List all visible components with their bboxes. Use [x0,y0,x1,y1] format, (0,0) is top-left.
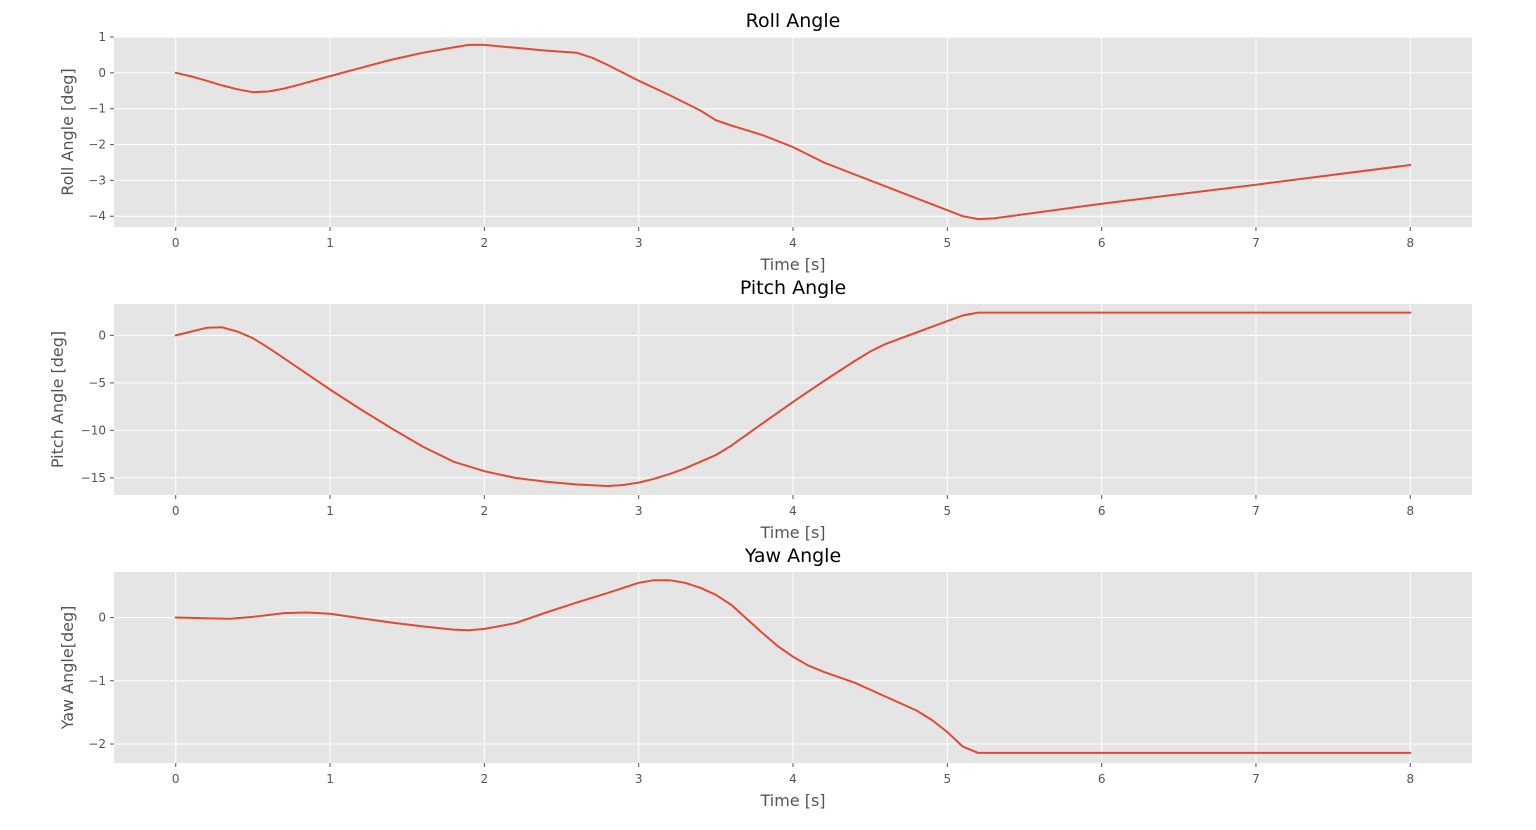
pitch-x-tick-label: 8 [1406,504,1414,518]
pitch-x-tick-label: 6 [1098,504,1106,518]
yaw-x-tick-label: 8 [1406,772,1414,786]
roll-x-tick-label: 6 [1098,236,1106,250]
pitch-y-tick-label: 0 [98,328,106,342]
roll-y-tick-label: −1 [88,102,106,116]
yaw-x-tick-label: 0 [172,772,180,786]
yaw-x-tick-label: 4 [789,772,797,786]
pitch-x-tick-label: 5 [943,504,951,518]
roll-x-tick-label: 0 [172,236,180,250]
roll-x-tick-label: 8 [1406,236,1414,250]
pitch-chart-title: Pitch Angle [740,277,846,299]
roll-x-tick-label: 2 [481,236,489,250]
yaw-x-tick-label: 5 [943,772,951,786]
pitch-y-tick-label: −15 [81,471,106,485]
yaw-x-tick-label: 2 [481,772,489,786]
pitch-x-tick-label: 0 [172,504,180,518]
roll-chart-title: Roll Angle [746,10,841,32]
yaw-y-tick-label: 0 [98,611,106,625]
roll-chart: 0 1 2 3 4 5 6 7 8 1 0 −1 −2 −3 −4 Roll Angle Time [s] Rol… [58,10,1472,274]
roll-x-tick-label: 5 [943,236,951,250]
yaw-y-tick-label: −2 [88,737,106,751]
roll-x-tick-label: 7 [1252,236,1260,250]
yaw-chart-title: Yaw Angle [744,545,841,567]
roll-y-tick-label: −3 [88,173,106,187]
pitch-x-tick-label: 1 [326,504,334,518]
pitch-x-tick-label: 3 [635,504,643,518]
yaw-chart: 0 1 2 3 4 5 6 7 8 0 −1 −2 Yaw Angle Time [s] Yaw Angle… [58,545,1472,810]
yaw-y-tick-label: −1 [88,674,106,688]
pitch-x-tick-label: 4 [789,504,797,518]
roll-x-tick-label: 1 [326,236,334,250]
pitch-y-tick-label: −10 [81,423,106,437]
pitch-x-tick-label: 2 [481,504,489,518]
pitch-y-tick-label: −5 [88,376,106,390]
pitch-series-line [174,311,1412,487]
yaw-x-axis-label: Time [s] [759,791,825,810]
yaw-series-line [174,579,1412,754]
roll-x-tick-label: 4 [789,236,797,250]
roll-y-tick-label: 1 [98,30,106,44]
yaw-y-axis-label: Yaw Angle[deg] [58,606,77,731]
yaw-x-tick-label: 1 [326,772,334,786]
roll-x-tick-label: 3 [635,236,643,250]
pitch-x-tick-label: 7 [1252,504,1260,518]
pitch-x-axis-label: Time [s] [759,523,825,542]
roll-y-tick-label: 0 [98,66,106,80]
roll-series-line [174,43,1412,221]
roll-x-axis-label: Time [s] [759,255,825,274]
yaw-x-tick-label: 7 [1252,772,1260,786]
pitch-chart: 0 1 2 3 4 5 6 7 8 0 −5 −10 −15 Pitch Angle Time [s] Pit… [48,277,1472,542]
yaw-x-tick-label: 6 [1098,772,1106,786]
yaw-x-tick-label: 3 [635,772,643,786]
roll-y-axis-label: Roll Angle [deg] [58,68,77,195]
roll-y-tick-label: −2 [88,138,106,152]
pitch-y-axis-label: Pitch Angle [deg] [48,331,67,468]
roll-y-tick-label: −4 [88,209,106,223]
